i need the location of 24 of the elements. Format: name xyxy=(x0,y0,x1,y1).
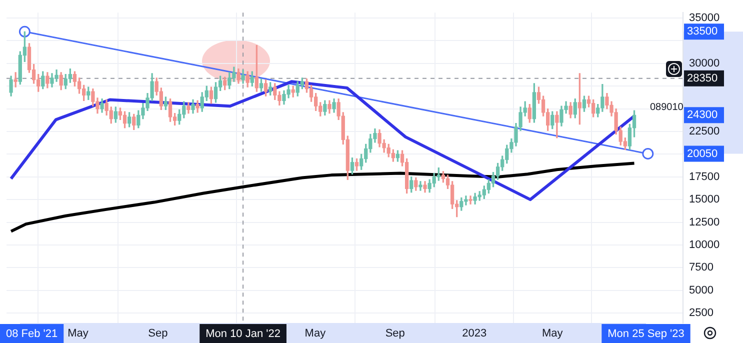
y-tick-label: 35000 xyxy=(689,12,720,24)
annotation: 33500 xyxy=(687,26,718,38)
y-tick-label: 10000 xyxy=(689,238,720,251)
x-tick-label: Sep xyxy=(148,328,168,340)
text: 08 Feb '21 xyxy=(6,328,58,340)
text: Mon 25 Sep '23 xyxy=(608,328,684,340)
x-tick-label: May xyxy=(542,328,564,340)
annotation: 089010 xyxy=(650,102,684,113)
y-tick-label: 22500 xyxy=(689,126,720,138)
x-tick-label: May xyxy=(68,328,89,340)
annotation: 20050 xyxy=(687,148,718,160)
y-tick-label: 2500 xyxy=(689,307,714,320)
y-tick-label: 17500 xyxy=(689,170,720,183)
y-tick-label: 5000 xyxy=(689,284,714,296)
x-tick-label: Sep xyxy=(385,328,405,340)
y-tick-label: 30000 xyxy=(689,57,720,70)
x-tick-label: May xyxy=(304,328,326,340)
ref-line-label: Mon 10 Jan '22 xyxy=(206,328,280,340)
y-tick-label: 12500 xyxy=(689,216,720,228)
y-tick-label: 7500 xyxy=(689,262,714,274)
y-tick-label: 15000 xyxy=(689,194,720,206)
x-tick-label: 2023 xyxy=(462,328,487,340)
annotation: 24300 xyxy=(687,109,718,122)
ref-line-label: 28350 xyxy=(687,72,718,84)
